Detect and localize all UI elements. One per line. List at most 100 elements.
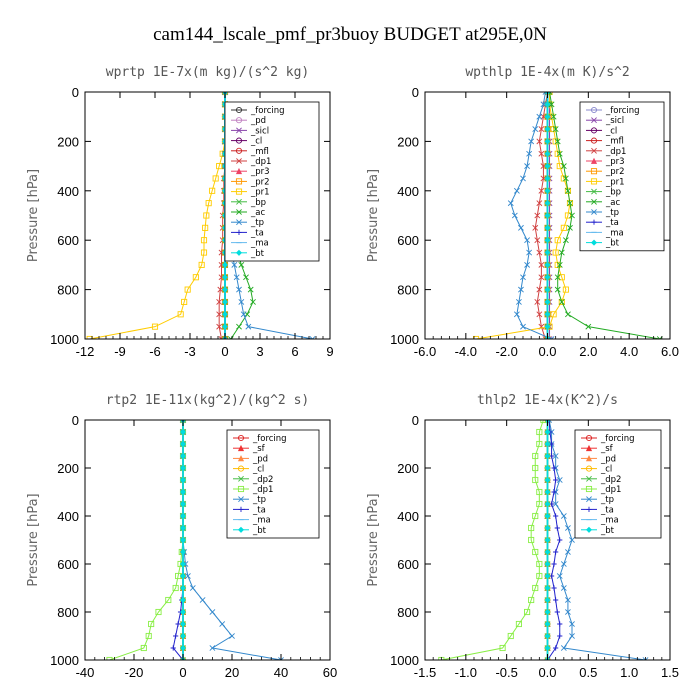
data-point-bt	[544, 536, 551, 544]
data-point-dp1	[538, 261, 545, 268]
data-point-bt	[544, 237, 551, 244]
data-point-pr1	[562, 286, 569, 293]
legend-marker	[591, 188, 597, 195]
legend-entry: _ta	[600, 505, 614, 515]
legend-entry: _ta	[252, 505, 266, 515]
data-point-tp	[231, 261, 238, 268]
legend-marker	[235, 117, 243, 124]
data-point-dp1	[536, 200, 543, 207]
data-point-dp1	[536, 488, 543, 496]
x-tick-label: 0.0	[538, 665, 556, 680]
legend-entry: _tp	[252, 495, 266, 505]
legend-entry: _bt	[600, 526, 615, 536]
data-point-bt	[179, 500, 187, 508]
x-tick-label: 4.0	[620, 344, 638, 359]
data-point-pr1	[177, 311, 184, 318]
legend-entry: _ta	[605, 218, 619, 228]
data-point-bt	[179, 644, 187, 652]
x-tick-label: 2.0	[579, 344, 597, 359]
data-point-bt	[179, 536, 187, 544]
data-point-bt	[544, 249, 551, 256]
data-point-ac	[567, 200, 573, 207]
legend-entry: _cl	[252, 465, 264, 475]
data-point-bt	[544, 524, 551, 532]
legend-marker	[591, 147, 597, 154]
legend-marker	[585, 485, 593, 493]
series-group	[106, 420, 284, 660]
legend-marker	[591, 219, 597, 225]
legend-marker	[237, 526, 245, 533]
y-tick-label: 600	[57, 557, 79, 572]
data-point-ta	[557, 621, 563, 627]
data-point-tp	[209, 609, 216, 615]
data-point-bt	[544, 452, 551, 460]
data-point-dp1	[532, 548, 539, 556]
data-point-tp	[513, 187, 520, 194]
legend-marker	[237, 434, 245, 442]
legend-entry: _sf	[600, 444, 614, 454]
data-point-bt	[544, 274, 551, 281]
x-tick-label: -4.0	[455, 344, 477, 359]
x-tick-label: -20	[125, 665, 144, 680]
series-line-dp1	[109, 420, 184, 660]
legend-marker	[238, 496, 244, 503]
data-point-tp	[548, 336, 555, 339]
data-point-dp1	[536, 440, 543, 448]
legend-marker	[235, 137, 243, 144]
data-point-bt	[179, 512, 187, 520]
x-tick-label: -1.5	[414, 665, 436, 680]
legend-entry: _forcing	[600, 434, 635, 444]
legend-marker	[237, 485, 245, 493]
data-point-bt	[221, 274, 229, 281]
data-point-dp1	[536, 311, 543, 318]
data-point-tp	[507, 200, 514, 207]
data-point-ac	[585, 323, 592, 330]
data-point-dp1	[106, 656, 113, 660]
legend-marker	[586, 506, 592, 512]
data-point-dp1	[216, 323, 223, 330]
data-point-pr1	[552, 249, 559, 256]
data-point-ta	[551, 585, 557, 591]
legend-marker	[235, 249, 243, 256]
data-point-bt	[544, 440, 551, 448]
legend-marker	[590, 137, 598, 144]
data-point-dp1	[536, 286, 543, 293]
data-point-tp	[309, 336, 316, 339]
y-tick-label: 600	[57, 233, 79, 248]
legend-entry: _ac	[605, 198, 620, 208]
data-point-tp	[560, 513, 567, 519]
y-tick-label: 1000	[390, 332, 419, 347]
data-point-bt	[544, 464, 551, 472]
data-point-tp	[560, 561, 567, 567]
data-point-pr1	[202, 224, 209, 231]
legend-marker	[590, 239, 598, 246]
legend: _forcing_sf_pd_cl_dp2_dp1_tp_ta_ma_bt	[226, 429, 320, 539]
x-tick-label: 6	[291, 344, 298, 359]
data-point-bp	[222, 336, 228, 339]
data-point-dp1	[538, 274, 545, 281]
y-tick-label: 600	[397, 557, 419, 572]
data-point-pr1	[212, 175, 219, 182]
x-tick-label: -1.0	[455, 665, 477, 680]
data-point-bt	[221, 323, 229, 330]
x-tick-label: 0.5	[579, 665, 597, 680]
data-point-pr1	[198, 261, 205, 268]
data-point-ac	[554, 274, 561, 281]
data-point-bt	[544, 126, 551, 133]
x-tick-label: 1.5	[661, 665, 679, 680]
data-point-dp1	[532, 584, 539, 592]
y-tick-label: 600	[397, 233, 419, 248]
y-tick-label: 400	[397, 509, 419, 524]
data-point-bt	[544, 548, 551, 556]
y-axis-label: Pressure [hPa]	[26, 493, 41, 586]
data-point-bt	[544, 138, 551, 145]
data-point-ac	[562, 175, 569, 182]
data-point-ac	[569, 212, 575, 219]
data-point-ac	[238, 261, 245, 268]
data-point-tp	[524, 237, 531, 244]
data-point-dp1	[538, 150, 545, 157]
data-point-dp1	[148, 620, 155, 628]
legend-entry: _ma	[600, 516, 619, 526]
y-tick-label: 800	[397, 283, 419, 298]
data-point-pr1	[550, 311, 557, 318]
